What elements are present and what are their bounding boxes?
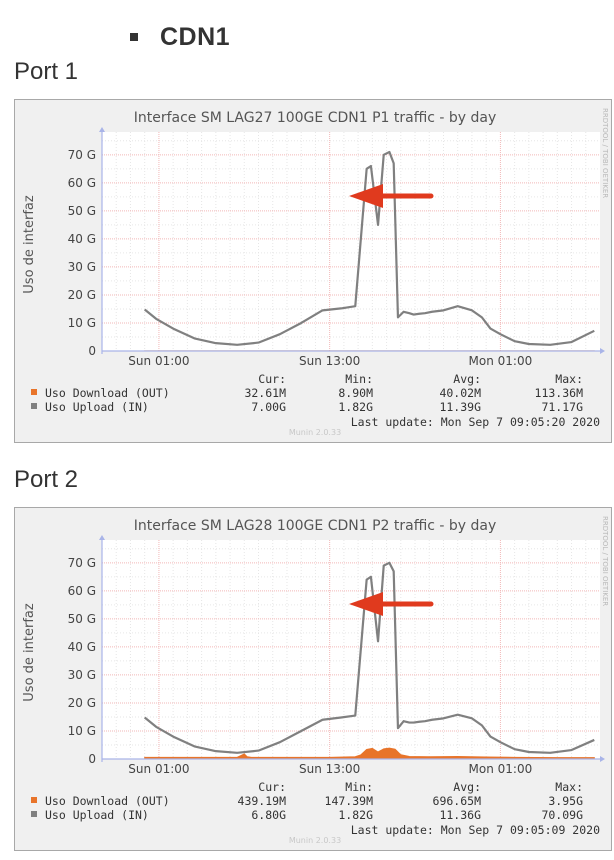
legend-value-min: 147.39M <box>325 794 374 808</box>
rrdtool-credit: RRDTOOL / TOBI OETIKER <box>601 108 609 198</box>
series-upload-line <box>143 561 595 754</box>
series-upload-line <box>143 150 595 346</box>
annotation-arrow-icon <box>349 592 383 616</box>
y-tick-label: 40 G <box>68 640 96 654</box>
port-2-chart: 0 10 G 20 G 30 G 40 G 50 G 60 G 70 G Sun 01:00 Su… <box>22 516 609 845</box>
legend-value-avg: 11.39G <box>439 400 481 414</box>
section-header: CDN1 <box>130 20 230 54</box>
munin-version: Munin 2.0.33 <box>289 428 341 437</box>
chart-title: Interface SM LAG27 100GE CDN1 P1 traffic… <box>134 110 497 126</box>
x-tick-label: Sun 01:00 <box>128 762 189 776</box>
x-tick-label: Mon 01:00 <box>469 354 533 368</box>
x-tick-label: Sun 13:00 <box>299 354 360 368</box>
y-tick-label: 50 G <box>68 204 96 218</box>
legend-value-cur: 7.00G <box>251 400 286 414</box>
legend-value-min: 1.82G <box>338 400 373 414</box>
legend-header: Max: <box>555 372 583 386</box>
legend-value-avg: 696.65M <box>433 794 482 808</box>
port-2-graph: 0 10 G 20 G 30 G 40 G 50 G 60 G 70 G Sun 01:00 Su… <box>14 507 612 851</box>
legend-label: Uso Download (OUT) <box>45 386 170 400</box>
y-tick-label: 0 <box>88 752 96 766</box>
legend-header: Avg: <box>453 372 481 386</box>
y-tick-label: 0 <box>88 344 96 358</box>
series-download-area <box>144 747 595 760</box>
x-tick-label: Sun 01:00 <box>128 354 189 368</box>
y-tick-label: 70 G <box>68 556 96 570</box>
y-tick-label: 10 G <box>68 724 96 738</box>
legend-value-max: 71.17G <box>541 400 583 414</box>
legend-value-max: 113.36M <box>535 386 584 400</box>
y-tick-label: 60 G <box>68 584 96 598</box>
legend-value-max: 3.95G <box>548 794 583 808</box>
last-update: Last update: Mon Sep 7 09:05:09 2020 <box>351 823 600 837</box>
legend-value-min: 1.82G <box>338 808 373 822</box>
legend-header: Avg: <box>453 780 481 794</box>
legend-label: Uso Upload (IN) <box>45 400 149 414</box>
chart-title: Interface SM LAG28 100GE CDN1 P2 traffic… <box>134 518 497 534</box>
port-1-chart: 0 10 G 20 G 30 G 40 G 50 G 60 G 70 G Sun 01:00 Su… <box>22 108 609 437</box>
y-tick-label: 20 G <box>68 288 96 302</box>
legend-header: Cur: <box>258 780 286 794</box>
x-tick-label: Mon 01:00 <box>469 762 533 776</box>
y-axis-arrow-icon <box>99 535 105 540</box>
legend-header: Min: <box>345 780 373 794</box>
y-tick-label: 10 G <box>68 316 96 330</box>
plot-area <box>102 540 600 759</box>
legend-swatch <box>31 389 37 395</box>
legend-header: Cur: <box>258 372 286 386</box>
bullet-icon <box>130 33 138 41</box>
legend-swatch <box>31 811 37 817</box>
legend-value-cur: 439.19M <box>238 794 287 808</box>
x-axis-arrow-icon <box>600 756 605 762</box>
plot-area <box>102 132 600 351</box>
legend-label: Uso Upload (IN) <box>45 808 149 822</box>
y-tick-label: 20 G <box>68 696 96 710</box>
y-tick-label: 70 G <box>68 148 96 162</box>
legend-header: Min: <box>345 372 373 386</box>
y-tick-label: 40 G <box>68 232 96 246</box>
legend-value-avg: 40.02M <box>439 386 481 400</box>
port-1-graph: 0 10 G 20 G 30 G 40 G 50 G 60 G 70 G Sun 01:00 Su… <box>14 99 612 443</box>
legend-value-cur: 32.61M <box>244 386 286 400</box>
section-title: CDN1 <box>160 22 231 51</box>
legend-value-max: 70.09G <box>541 808 583 822</box>
x-tick-label: Sun 13:00 <box>299 762 360 776</box>
annotation-arrow-icon <box>349 184 383 208</box>
y-axis-label: Uso de interfaz <box>22 603 37 702</box>
y-tick-label: 30 G <box>68 260 96 274</box>
legend-swatch <box>31 797 37 803</box>
port-2-heading: Port 2 <box>14 466 79 493</box>
legend-swatch <box>31 403 37 409</box>
legend-label: Uso Download (OUT) <box>45 794 170 808</box>
legend-header: Max: <box>555 780 583 794</box>
y-axis-label: Uso de interfaz <box>22 195 37 294</box>
port-1-heading: Port 1 <box>14 58 79 85</box>
x-axis-arrow-icon <box>600 348 605 354</box>
rrdtool-credit: RRDTOOL / TOBI OETIKER <box>601 516 609 606</box>
last-update: Last update: Mon Sep 7 09:05:20 2020 <box>351 415 600 429</box>
y-tick-label: 60 G <box>68 176 96 190</box>
y-tick-label: 50 G <box>68 612 96 626</box>
legend-value-avg: 11.36G <box>439 808 481 822</box>
legend-value-cur: 6.80G <box>251 808 286 822</box>
legend-value-min: 8.90M <box>338 386 373 400</box>
munin-version: Munin 2.0.33 <box>289 836 341 845</box>
y-axis-arrow-icon <box>99 127 105 132</box>
y-tick-label: 30 G <box>68 668 96 682</box>
